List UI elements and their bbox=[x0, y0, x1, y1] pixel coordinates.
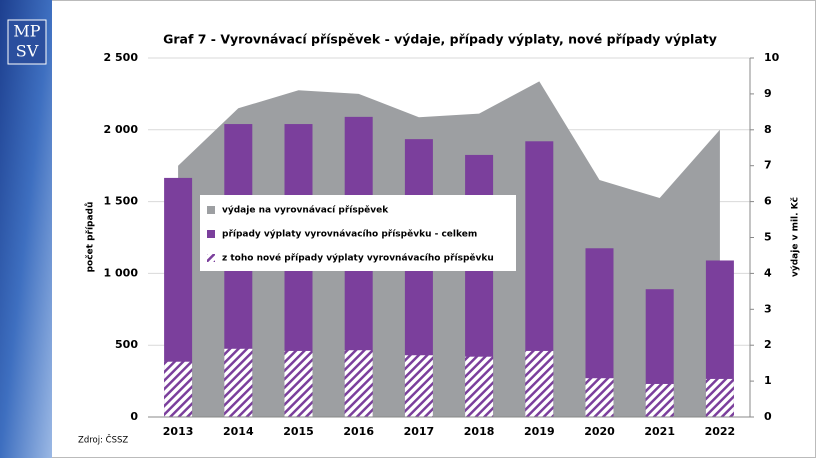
logo-box bbox=[7, 19, 47, 65]
y-tick-label: 1 500 bbox=[104, 195, 139, 208]
bar bbox=[705, 378, 734, 417]
y2-tick-label: 6 bbox=[764, 195, 772, 208]
y2-tick-label: 1 bbox=[764, 374, 772, 387]
y2-tick-label: 3 bbox=[764, 302, 772, 315]
y2-tick-label: 8 bbox=[764, 123, 772, 136]
y-tick-label: 0 bbox=[130, 410, 138, 423]
logo-text: MP bbox=[13, 22, 40, 41]
x-tick-label: 2015 bbox=[283, 425, 314, 438]
logo-text: SV bbox=[16, 42, 39, 61]
legend-marker bbox=[207, 230, 215, 238]
x-tick-label: 2017 bbox=[404, 425, 435, 438]
y2-tick-label: 0 bbox=[764, 410, 772, 423]
legend-label: z toho nové případy výplaty vyrovnávacíh… bbox=[222, 253, 494, 264]
x-tick-label: 2013 bbox=[163, 425, 194, 438]
y2-tick-label: 2 bbox=[764, 338, 772, 351]
x-tick-label: 2019 bbox=[524, 425, 555, 438]
legend-marker bbox=[207, 206, 215, 214]
x-tick-label: 2022 bbox=[705, 425, 736, 438]
legend-label: výdaje na vyrovnávací příspěvek bbox=[222, 205, 389, 216]
x-tick-label: 2021 bbox=[644, 425, 675, 438]
y2-axis-label: výdaje v mil. Kč bbox=[790, 197, 801, 277]
legend-marker bbox=[207, 254, 215, 262]
y2-tick-label: 5 bbox=[764, 231, 772, 244]
y2-tick-label: 4 bbox=[764, 266, 772, 279]
bar bbox=[344, 350, 373, 417]
x-tick-label: 2018 bbox=[464, 425, 495, 438]
bar bbox=[404, 355, 433, 417]
x-tick-label: 2016 bbox=[343, 425, 374, 438]
y2-tick-label: 7 bbox=[764, 159, 772, 172]
legend bbox=[200, 195, 516, 271]
bar bbox=[224, 348, 253, 417]
bar bbox=[585, 378, 614, 417]
logo-strip bbox=[0, 0, 52, 458]
y2-tick-label: 10 bbox=[764, 51, 780, 64]
bar bbox=[525, 350, 554, 417]
y-tick-label: 2 000 bbox=[104, 123, 139, 136]
y2-tick-label: 9 bbox=[764, 87, 772, 100]
y-tick-label: 1 000 bbox=[104, 266, 139, 279]
y-tick-label: 2 500 bbox=[104, 51, 139, 64]
bar bbox=[284, 350, 313, 417]
y-axis-label: počet případů bbox=[85, 202, 96, 273]
y-tick-label: 500 bbox=[115, 338, 138, 351]
bar bbox=[164, 361, 193, 417]
x-tick-label: 2020 bbox=[584, 425, 615, 438]
bar bbox=[465, 356, 494, 417]
legend-label: případy výplaty vyrovnávacího příspěvku … bbox=[222, 229, 477, 240]
x-tick-label: 2014 bbox=[223, 425, 254, 438]
bar bbox=[645, 383, 674, 417]
source: Zdroj: ČSSZ bbox=[78, 434, 128, 446]
chart-title: Graf 7 - Vyrovnávací příspěvek - výdaje,… bbox=[163, 32, 717, 47]
